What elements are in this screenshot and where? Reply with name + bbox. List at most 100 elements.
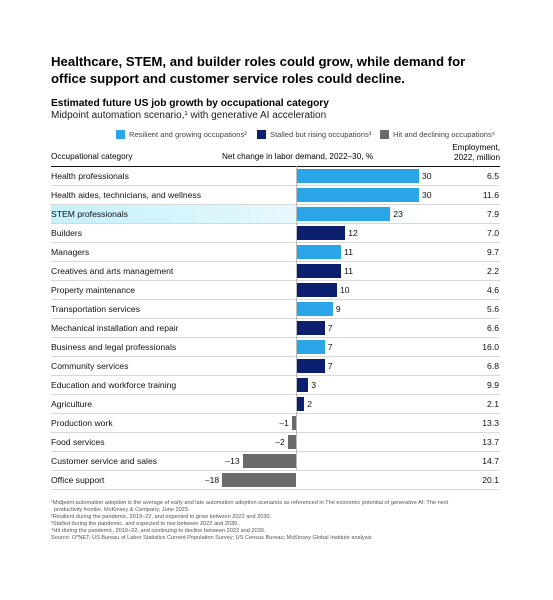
bar [287, 435, 296, 449]
header-employment-line2: 2022, million [454, 153, 500, 162]
footnote-3: ³Stalled during the pandemic, and expect… [51, 521, 239, 527]
table-row: Health professionals 30 6.5 [51, 167, 500, 186]
employment-value: 6.5 [487, 171, 499, 181]
zero-axis-line [296, 166, 297, 470]
employment-value: 6.6 [487, 323, 499, 333]
legend-item-declining: Hit and declining occupations⁴ [380, 130, 495, 139]
legend-swatch-resilient [116, 130, 125, 139]
employment-value: 4.6 [487, 285, 499, 295]
employment-value: 2.2 [487, 266, 499, 276]
bar [296, 340, 325, 354]
category-label: Business and legal professionals [51, 342, 177, 352]
header-net-change: Net change in labor demand, 2022–30, % [222, 152, 374, 161]
bar-value-label: 7 [327, 361, 333, 371]
bar-value-label: 2 [307, 399, 312, 409]
bar-value-label: 3 [311, 380, 317, 390]
table-row: Community services 7 6.8 [51, 357, 500, 376]
bar [296, 207, 391, 221]
bar [291, 416, 296, 430]
employment-value: 6.8 [487, 361, 499, 371]
footnotes: ¹Midpoint automation adoption is the ave… [51, 500, 501, 542]
bar [296, 283, 337, 297]
legend-label-declining: Hit and declining occupations⁴ [393, 130, 496, 139]
category-label: Mechanical installation and repair [51, 323, 179, 333]
footnote-1: ¹Midpoint automation adoption is the ave… [51, 500, 449, 506]
table-row: Creatives and arts management 11 2.2 [51, 262, 500, 281]
employment-value: 14.7 [482, 456, 499, 466]
legend-swatch-stalled [257, 130, 266, 139]
employment-value: 13.3 [482, 418, 499, 428]
bar-value-label: 7 [327, 342, 333, 352]
bar [296, 226, 346, 240]
category-label: Production work [51, 418, 113, 428]
bar-value-label: 30 [422, 190, 432, 200]
employment-value: 7.0 [487, 228, 499, 238]
bar [296, 321, 325, 335]
header-employment: Employment, 2022, million [452, 143, 500, 163]
bar-value-label: 30 [422, 171, 432, 181]
chart-title: Estimated future US job growth by occupa… [51, 98, 329, 109]
legend-label-stalled: Stalled but rising occupations³ [270, 130, 372, 139]
footnote-4: ⁴Hit during the pandemic, 2019–22, and c… [51, 528, 266, 534]
table-row: Mechanical installation and repair 7 6.6 [51, 319, 500, 338]
bar [296, 169, 419, 183]
category-label: Health aides, technicians, and wellness [51, 190, 202, 200]
table-row: Office support –18 20.1 [51, 471, 500, 490]
legend-swatch-declining [380, 130, 389, 139]
employment-value: 7.9 [487, 209, 499, 219]
bar [222, 473, 296, 487]
header-employment-line1: Employment, [452, 143, 500, 152]
category-label: Food services [51, 437, 105, 447]
table-row: Education and workforce training 3 9.9 [51, 376, 500, 395]
category-label: Community services [51, 361, 129, 371]
category-label: Health professionals [51, 171, 129, 181]
bar [296, 378, 309, 392]
category-label: Education and workforce training [51, 380, 177, 390]
employment-value: 13.7 [482, 437, 499, 447]
category-label: Builders [51, 228, 83, 238]
bar-value-label: 9 [335, 304, 341, 314]
employment-value: 9.7 [487, 247, 499, 257]
bar-value-label: 23 [393, 209, 403, 219]
bar-value-label: –18 [204, 475, 220, 485]
bar-value-label: 11 [344, 247, 354, 257]
employment-value: 5.6 [487, 304, 499, 314]
bar [296, 264, 342, 278]
table-row: Property maintenance 10 4.6 [51, 281, 500, 300]
category-label: STEM professionals [51, 209, 128, 219]
bar [296, 188, 419, 202]
category-label: Transportation services [51, 304, 140, 314]
employment-value: 20.1 [482, 475, 499, 485]
category-label: Property maintenance [51, 285, 136, 295]
table-row: Managers 11 9.7 [51, 243, 500, 262]
bar-value-label: –1 [279, 418, 289, 428]
legend-item-stalled: Stalled but rising occupations³ [257, 130, 371, 139]
bar [296, 397, 305, 411]
employment-value: 2.1 [487, 399, 499, 409]
chart-subtitle: Midpoint automation scenario,¹ with gene… [51, 110, 327, 121]
category-label: Customer service and sales [51, 456, 158, 466]
bar [242, 454, 296, 468]
legend: Resilient and growing occupations² Stall… [0, 128, 500, 142]
table-row: Health aides, technicians, and wellness 3… [51, 186, 500, 205]
legend-label-resilient: Resilient and growing occupations² [129, 130, 247, 139]
employment-value: 9.9 [487, 380, 499, 390]
table-row: Transportation services 9 5.6 [51, 300, 500, 319]
table-row: Customer service and sales –13 14.7 [51, 452, 500, 471]
category-label: Creatives and arts management [51, 266, 174, 276]
category-label: Agriculture [51, 399, 93, 409]
table-row: Food services –2 13.7 [51, 433, 500, 452]
bar-value-label: –2 [275, 437, 285, 447]
table-row: Business and legal professionals 7 16.0 [51, 338, 500, 357]
header-category: Occupational category [51, 152, 133, 161]
table-row: STEM professionals 23 7.9 [51, 205, 500, 224]
header-divider [51, 166, 500, 167]
bar-value-label: 12 [348, 228, 358, 238]
table-row: Builders 12 7.0 [51, 224, 500, 243]
table-row: Agriculture 2 2.1 [51, 395, 500, 414]
bar-value-label: –13 [225, 456, 240, 466]
bar [296, 359, 325, 373]
employment-value: 16.0 [482, 342, 499, 352]
bar [296, 245, 342, 259]
footnote-2: ²Resilient during the pandemic, 2019–22,… [51, 514, 272, 520]
